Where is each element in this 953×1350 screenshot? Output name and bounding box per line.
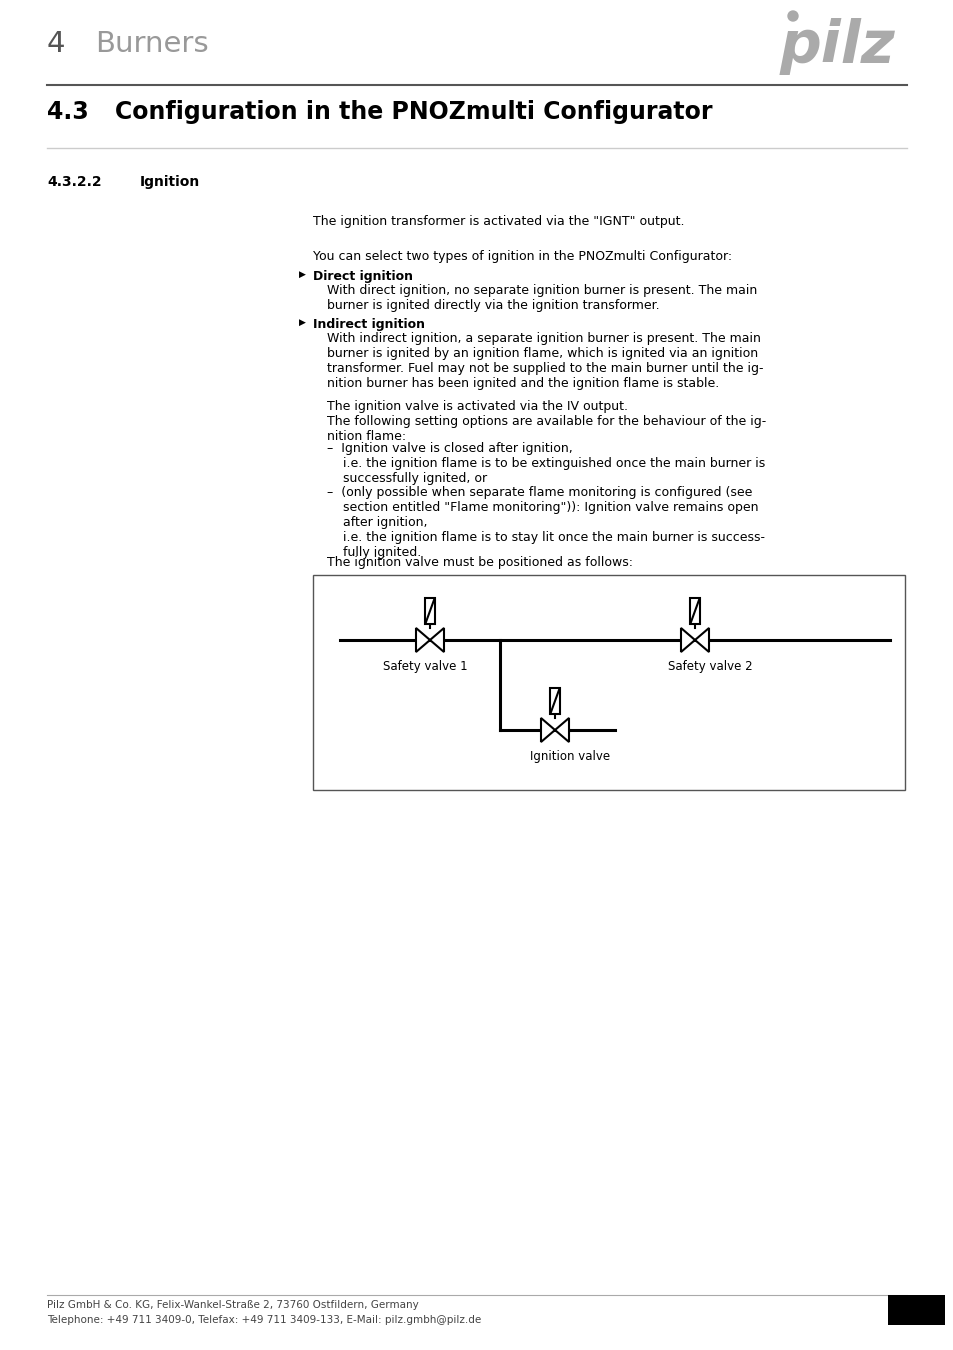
Text: Indirect ignition: Indirect ignition: [313, 319, 424, 331]
Text: –  Ignition valve is closed after ignition,
    i.e. the ignition flame is to be: – Ignition valve is closed after ignitio…: [327, 441, 764, 485]
Text: The following setting options are available for the behaviour of the ig-
nition : The following setting options are availa…: [327, 414, 765, 443]
Text: With direct ignition, no separate ignition burner is present. The main
burner is: With direct ignition, no separate igniti…: [327, 284, 757, 312]
Bar: [689, 598, 700, 624]
Polygon shape: [680, 628, 695, 652]
Text: Direct ignition: Direct ignition: [313, 270, 413, 284]
Text: Ignition valve: Ignition valve: [529, 751, 609, 763]
Text: Safety valve 1: Safety valve 1: [382, 660, 467, 674]
Text: The ignition valve must be positioned as follows:: The ignition valve must be positioned as…: [327, 556, 633, 568]
Text: 4: 4: [47, 30, 66, 58]
Text: Pilz GmbH & Co. KG, Felix-Wankel-Straße 2, 73760 Ostfildern, Germany: Pilz GmbH & Co. KG, Felix-Wankel-Straße …: [47, 1300, 418, 1310]
Text: With indirect ignition, a separate ignition burner is present. The main
burner i: With indirect ignition, a separate ignit…: [327, 332, 762, 390]
Text: 4-5: 4-5: [903, 1297, 926, 1310]
Text: You can select two types of ignition in the PNOZmulti Configurator:: You can select two types of ignition in …: [313, 250, 731, 263]
Circle shape: [787, 11, 797, 22]
Text: The ignition transformer is activated via the "IGNT" output.: The ignition transformer is activated vi…: [313, 215, 684, 228]
Bar: [887, 1295, 944, 1324]
Text: Ignition: Ignition: [140, 176, 200, 189]
Text: ▶: ▶: [298, 319, 306, 327]
Text: Configuration in the PNOZmulti Configurator: Configuration in the PNOZmulti Configura…: [115, 100, 712, 124]
Polygon shape: [416, 628, 430, 652]
Text: Safety valve 2: Safety valve 2: [667, 660, 752, 674]
Text: 4.3.2.2: 4.3.2.2: [47, 176, 102, 189]
Text: The ignition valve is activated via the IV output.: The ignition valve is activated via the …: [327, 400, 627, 413]
Text: pilz: pilz: [780, 18, 895, 76]
Polygon shape: [695, 628, 708, 652]
Polygon shape: [555, 718, 568, 743]
Bar: [424, 598, 435, 624]
Bar: [550, 688, 559, 714]
Text: Burners: Burners: [95, 30, 209, 58]
Polygon shape: [540, 718, 555, 743]
Text: 4.3: 4.3: [47, 100, 89, 124]
Bar: [313, 575, 904, 790]
Polygon shape: [430, 628, 443, 652]
Text: –  (only possible when separate flame monitoring is configured (see
    section : – (only possible when separate flame mon…: [327, 486, 764, 559]
Text: ▶: ▶: [298, 270, 306, 279]
Text: Telephone: +49 711 3409-0, Telefax: +49 711 3409-133, E-Mail: pilz.gmbh@pilz.de: Telephone: +49 711 3409-0, Telefax: +49 …: [47, 1315, 480, 1324]
